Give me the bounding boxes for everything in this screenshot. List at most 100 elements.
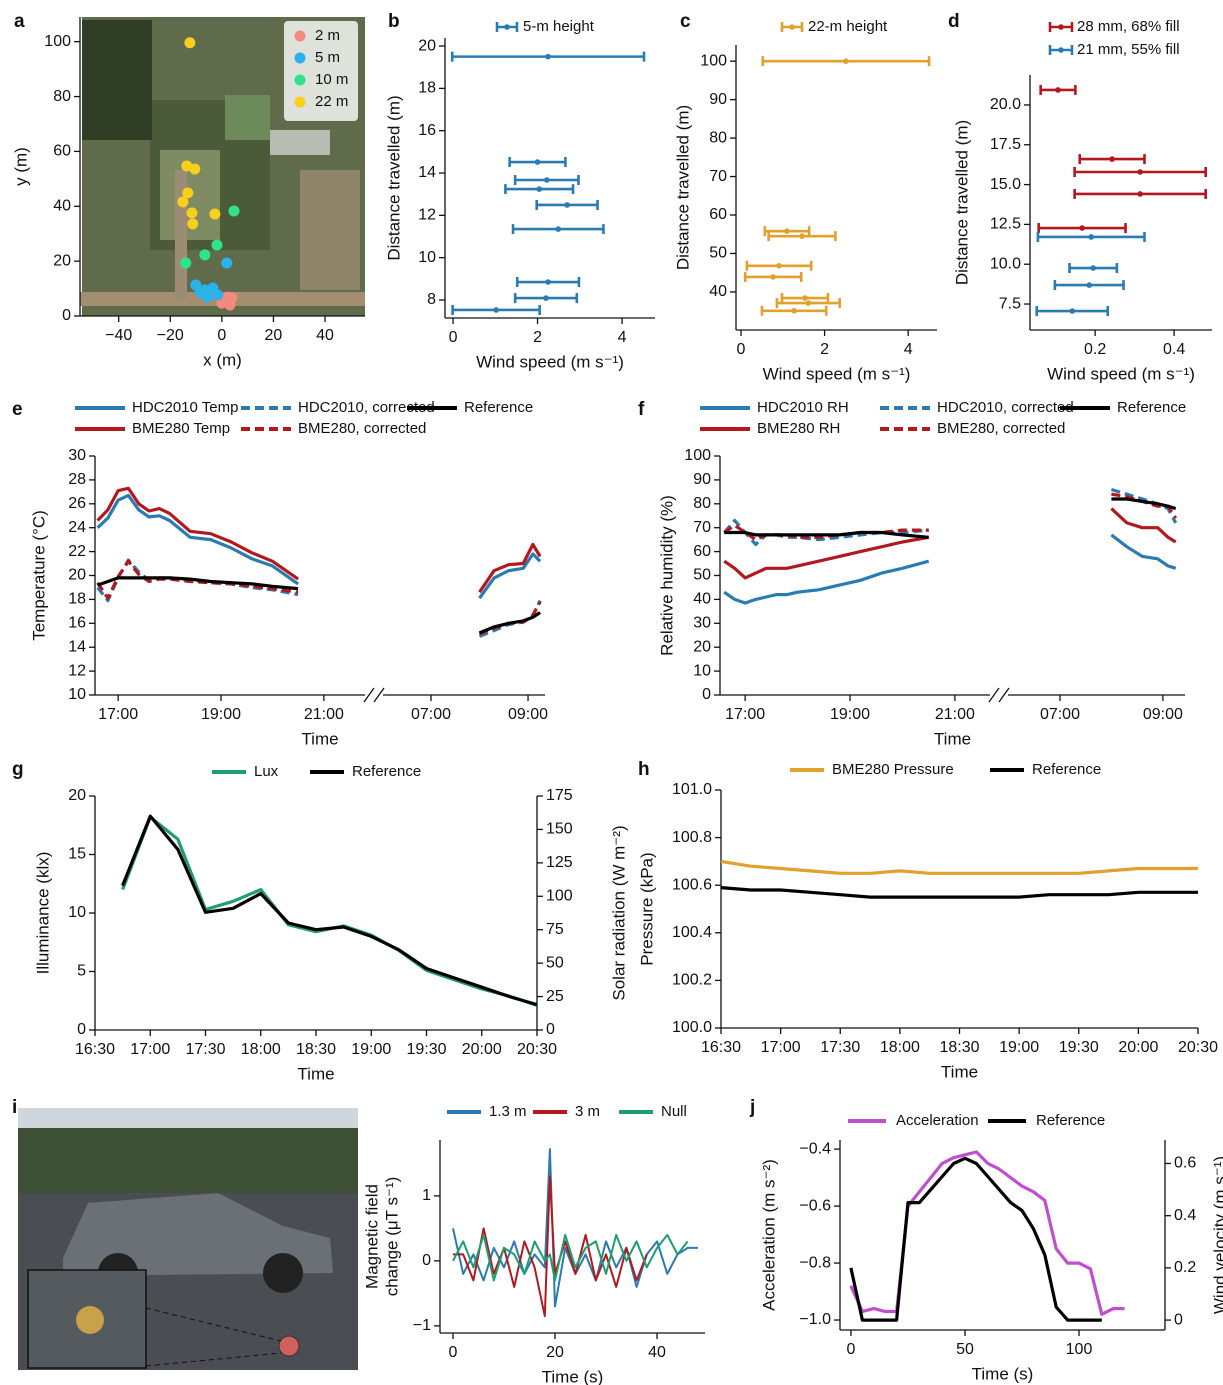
x-tick-label: 09:00 xyxy=(508,706,548,723)
x-tick-label: 16:30 xyxy=(701,1039,741,1056)
x-tick-label: 0 xyxy=(217,327,226,344)
x-tick-label: 20:30 xyxy=(517,1041,557,1058)
legend-label: Reference xyxy=(352,763,421,780)
line-series xyxy=(96,486,300,581)
scatter-point xyxy=(186,207,198,219)
point xyxy=(1137,191,1143,197)
x-axis-label: Wind speed (m s⁻¹) xyxy=(1047,364,1195,383)
x-tick-label: −20 xyxy=(157,327,184,344)
y-tick-label: 20.0 xyxy=(990,96,1021,113)
legend-marker xyxy=(1058,47,1064,53)
point xyxy=(544,177,550,183)
point xyxy=(776,262,782,269)
y-tick-label: 1 xyxy=(422,1187,431,1204)
point xyxy=(1137,169,1143,175)
x-tick-label: 21:00 xyxy=(304,706,344,723)
y-tick-label: 90 xyxy=(709,91,727,108)
point xyxy=(536,186,543,192)
y-tick-label: 26 xyxy=(68,495,86,512)
point xyxy=(1109,156,1115,162)
legend-label: HDC2010, corrected xyxy=(298,399,435,416)
x-tick-label: 19:00 xyxy=(201,706,241,723)
legend-label: 28 mm, 68% fill xyxy=(1077,18,1180,35)
y2-tick-label: 150 xyxy=(546,821,573,838)
y2-tick-label: 0.6 xyxy=(1174,1155,1196,1172)
scatter-point xyxy=(194,286,206,298)
x-axis-label: Wind speed (m s⁻¹) xyxy=(476,352,624,371)
point xyxy=(791,307,797,314)
line-series xyxy=(723,523,929,542)
y-tick-label: 0 xyxy=(77,1021,86,1038)
y-tick-label: 40 xyxy=(693,591,711,608)
photo-dash xyxy=(145,1352,282,1367)
y-tick-label: 28 xyxy=(68,471,86,488)
x-tick-label: 0.2 xyxy=(1084,341,1106,358)
x-tick-label: 0 xyxy=(449,1344,458,1361)
x-tick-label: 40 xyxy=(316,327,334,344)
legend-label: HDC2010, corrected xyxy=(937,399,1074,416)
y2-tick-label: 0.4 xyxy=(1174,1207,1196,1224)
panel-letter: i xyxy=(12,1097,17,1118)
panel-letter: h xyxy=(638,759,650,780)
y-tick-label: 7.5 xyxy=(999,295,1021,312)
scatter-point xyxy=(182,187,194,199)
y-tick-label: 15 xyxy=(68,846,86,863)
y-tick-label: 80 xyxy=(53,88,71,105)
y-tick-label: 80 xyxy=(693,495,711,512)
photo-sensor xyxy=(76,1306,104,1334)
scatter-point xyxy=(216,297,228,309)
legend-label: 22-m height xyxy=(808,18,888,35)
scatter-point xyxy=(226,292,238,304)
panel-letter: a xyxy=(14,11,25,32)
panel-letter: f xyxy=(638,399,645,420)
y-tick-label: 70 xyxy=(709,168,727,185)
legend-label: Reference xyxy=(464,399,533,416)
y-tick-label: 14 xyxy=(68,638,86,655)
y-tick-label: 100 xyxy=(44,33,71,50)
x-tick-label: 17:00 xyxy=(98,706,138,723)
scatter-point xyxy=(209,208,221,220)
y2-tick-label: 50 xyxy=(546,954,564,971)
point xyxy=(1086,282,1093,288)
y-tick-label: 40 xyxy=(53,197,71,214)
y-tick-label: 30 xyxy=(693,615,711,632)
line-series xyxy=(722,518,929,546)
y-tick-label: 18 xyxy=(68,591,86,608)
y-tick-label: 0 xyxy=(62,307,71,324)
y-axis-label: Distance travelled (m) xyxy=(384,95,403,260)
line-series xyxy=(452,1233,689,1282)
scatter-point xyxy=(177,196,189,208)
y-tick-label: 16 xyxy=(68,615,86,632)
x-tick-label: 40 xyxy=(648,1344,666,1361)
legend-label: BME280, corrected xyxy=(298,420,426,437)
y-tick-label: 12.5 xyxy=(990,216,1021,233)
x-tick-label: 18:30 xyxy=(939,1039,979,1056)
y-axis-label: Illuminance (klx) xyxy=(33,852,52,975)
y-tick-label: 100 xyxy=(684,447,711,464)
y-tick-label: 16 xyxy=(418,122,436,139)
x-axis-label: Time (s) xyxy=(542,1367,604,1385)
point xyxy=(805,300,812,306)
x-tick-label: 19:00 xyxy=(351,1041,391,1058)
x-tick-label: 09:00 xyxy=(1143,706,1183,723)
legend-marker xyxy=(294,52,306,64)
y-tick-label: 50 xyxy=(709,245,727,262)
legend-marker xyxy=(294,96,306,108)
scatter-point xyxy=(189,163,201,175)
x-tick-label: 17:00 xyxy=(130,1041,170,1058)
y-tick-label: 60 xyxy=(693,543,711,560)
y-tick-label: 20 xyxy=(53,252,71,269)
y2-tick-label: 0 xyxy=(546,1021,555,1038)
y2-tick-label: 0 xyxy=(1174,1311,1183,1328)
panel-letter: j xyxy=(749,1097,755,1118)
point xyxy=(843,58,849,64)
line-series xyxy=(1110,507,1177,544)
legend-label: Reference xyxy=(1036,1112,1105,1129)
x-tick-label: 20:30 xyxy=(1178,1039,1218,1056)
y-tick-label: 100.8 xyxy=(672,829,712,846)
scatter-point xyxy=(212,289,224,301)
x-tick-label: 07:00 xyxy=(1040,706,1080,723)
x-tick-label: 17:30 xyxy=(185,1041,225,1058)
photo-car xyxy=(63,1193,333,1276)
line-series xyxy=(452,1148,698,1308)
